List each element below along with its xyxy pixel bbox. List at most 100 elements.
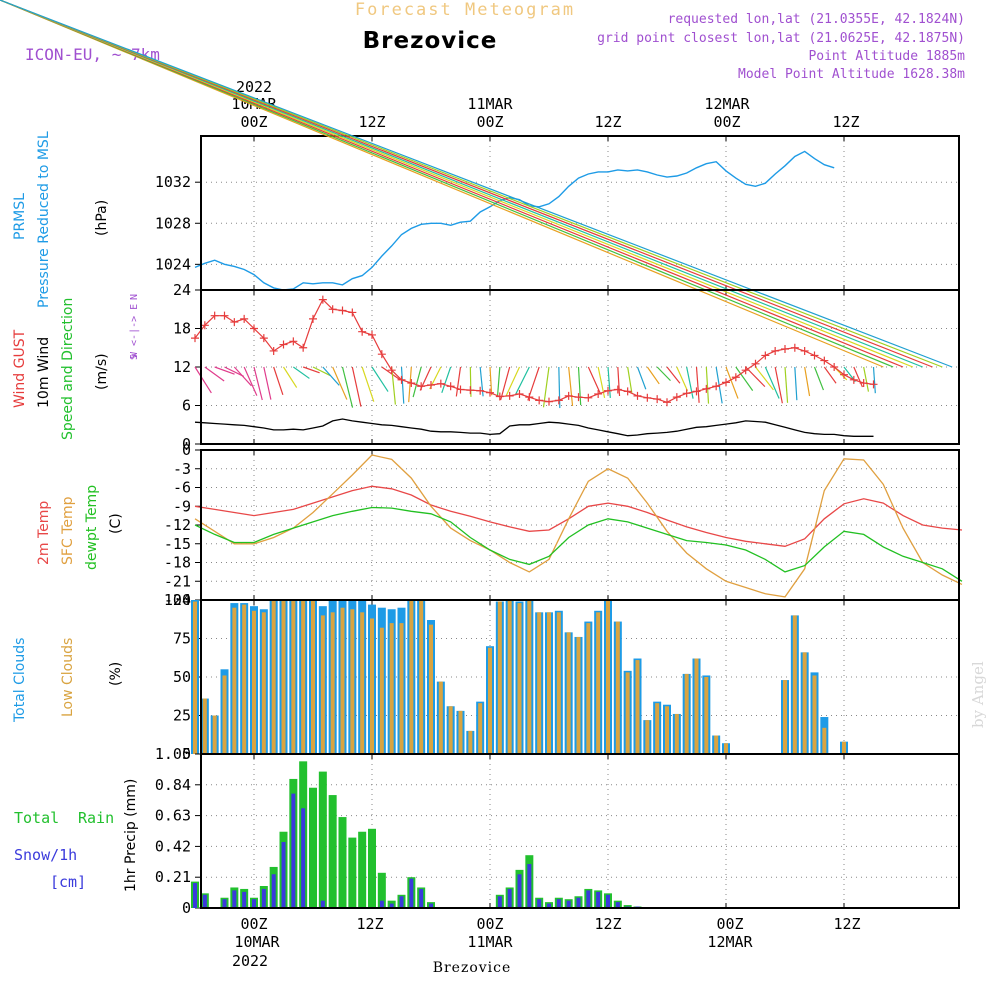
snow-bar xyxy=(399,896,404,908)
compass-mid: W <-|-> E xyxy=(129,304,140,358)
wind-direction-arrow xyxy=(351,366,362,407)
wind-gust-marker xyxy=(633,391,642,400)
wind-gust-marker xyxy=(840,370,848,379)
top-year: 2022 xyxy=(236,78,272,96)
low-cloud-bar xyxy=(202,698,207,754)
rain-bar xyxy=(328,795,337,908)
wind-gust-marker xyxy=(545,397,553,406)
temperature-ytick-label: -6 xyxy=(173,479,191,497)
low-cloud-bar xyxy=(360,612,365,754)
snow-bar xyxy=(202,894,207,908)
low-cloud-bar xyxy=(566,632,571,754)
low-cloud-bar xyxy=(399,623,404,754)
wind-direction-arrow xyxy=(636,366,647,390)
rain-bar xyxy=(318,771,327,908)
low-cloud-bar xyxy=(330,612,335,754)
clouds-panel: 0 25 50 75 100 xyxy=(164,591,959,763)
wind-gust-marker xyxy=(279,340,288,349)
wind-direction-arrow xyxy=(371,366,389,392)
top-hour-1: 12Z xyxy=(358,113,385,131)
low-cloud-bar xyxy=(311,600,315,754)
wind-gust-marker xyxy=(446,382,455,391)
wind-gust-marker xyxy=(584,393,593,402)
precip-ytick-label: 1.05 xyxy=(155,745,191,763)
snow-bar xyxy=(193,883,197,908)
temperature-ytick-label: -21 xyxy=(164,572,191,590)
wind-direction-arrow xyxy=(676,366,689,392)
wind-direction-arrow xyxy=(391,366,396,405)
wind-gust-marker xyxy=(250,324,258,333)
snow-bar xyxy=(291,793,296,908)
rain-label: Rain xyxy=(78,809,114,827)
gridpoint-coords: grid point closest lon,lat (21.0625E, 42… xyxy=(597,31,965,46)
low-cloud-bar xyxy=(419,600,424,754)
low-cloud-bar xyxy=(704,677,709,754)
top-date-2: 11MAR xyxy=(467,95,513,113)
gust-label: Wind GUST xyxy=(12,329,28,408)
low-cloud-bar xyxy=(684,673,689,754)
wind-gust-marker xyxy=(741,366,750,375)
location-title: Brezovice xyxy=(363,28,498,54)
wind-direction-arrow xyxy=(686,366,694,399)
wind-gust-marker xyxy=(427,380,435,389)
total-clouds-label: Total Clouds xyxy=(12,638,28,723)
wind-speed-line xyxy=(194,418,874,437)
wind-direction-arrow xyxy=(695,366,700,403)
total-label: Total xyxy=(14,809,59,827)
wind-ytick-label: 0 xyxy=(182,435,191,453)
wind-direction-arrow xyxy=(361,366,375,402)
wind-gust-marker xyxy=(397,375,406,384)
model-altitude: Model Point Altitude 1628.38m xyxy=(738,67,965,82)
wind-direction-arrow xyxy=(412,366,422,398)
low-cloud-bar xyxy=(527,600,532,754)
clouds-ytick-label: 75 xyxy=(173,630,191,648)
wind-direction-arrow xyxy=(381,366,401,381)
wind-direction-arrow xyxy=(755,366,774,391)
snow-bar xyxy=(576,897,581,908)
wind-direction-arrow xyxy=(253,366,263,401)
snow-bar xyxy=(379,900,384,908)
wind-direction-arrow xyxy=(0,0,894,368)
wind-direction-arrow xyxy=(505,366,521,396)
wind-gust-marker xyxy=(820,356,829,365)
low-cloud-bar xyxy=(458,710,463,754)
snow-bar xyxy=(301,808,306,908)
wind-ytick-label: 12 xyxy=(173,358,191,376)
wind-direction-arrow xyxy=(735,366,754,391)
hpa-label: (hPa) xyxy=(94,200,110,236)
low-cloud-bar xyxy=(606,600,610,754)
wind-gust-marker xyxy=(781,345,789,354)
wind-direction-arrow xyxy=(813,366,824,391)
low-cloud-bar xyxy=(370,618,374,754)
wind-gust-marker xyxy=(456,385,465,394)
snow-bar xyxy=(615,902,620,908)
wind-gust-marker xyxy=(210,311,219,320)
rain-bar xyxy=(377,872,386,908)
wind-panel: 0 6 12 18 24 xyxy=(0,0,959,453)
low-cloud-bar xyxy=(576,636,581,754)
wind-gust-marker xyxy=(859,379,868,388)
wind-gust-line xyxy=(194,298,874,403)
wind-direction-arrow xyxy=(705,366,710,404)
wind-direction-arrow xyxy=(204,366,225,382)
low-cloud-bar xyxy=(842,741,846,754)
precip-ytick-label: 0.42 xyxy=(155,837,191,855)
low-cloud-bar xyxy=(212,715,217,754)
wind-direction-arrow xyxy=(853,366,863,388)
wind-gust-marker xyxy=(849,375,858,384)
wind-direction-arrow xyxy=(496,366,501,396)
low-cloud-bar xyxy=(665,706,669,754)
wind-gust-marker xyxy=(604,386,612,395)
wind-direction-arrow xyxy=(823,366,837,384)
low-cloud-bar xyxy=(625,672,630,754)
low-cloud-bar xyxy=(556,612,561,754)
wind-direction-arrow xyxy=(282,366,298,388)
wind-gust-marker xyxy=(299,343,308,352)
snow-bar xyxy=(497,896,502,908)
temperature-ytick-label: -24 xyxy=(164,591,191,609)
wind-direction-arrow xyxy=(312,366,331,377)
wind-direction-arrow xyxy=(224,366,245,377)
wind-direction-arrow xyxy=(515,366,530,395)
low-cloud-bar xyxy=(596,612,601,754)
wind-gust-marker xyxy=(869,380,878,389)
